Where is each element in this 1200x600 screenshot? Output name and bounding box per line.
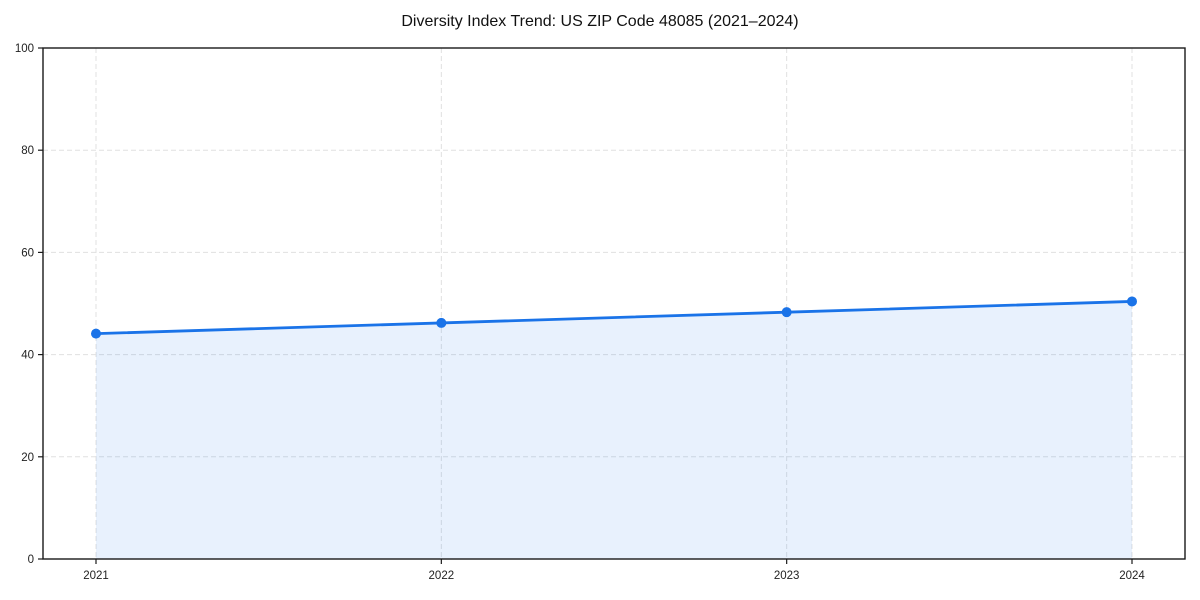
y-tick-label: 60 (21, 247, 34, 259)
y-tick-label: 40 (21, 350, 34, 362)
x-tick-label: 2022 (429, 570, 455, 582)
y-tick-label: 100 (15, 43, 34, 55)
data-point-marker (91, 329, 101, 339)
x-tick-label: 2021 (83, 570, 109, 582)
x-tick-label: 2023 (774, 570, 800, 582)
diversity-index-chart: Diversity Index Trend: US ZIP Code 48085… (0, 0, 1200, 600)
data-point-marker (1127, 296, 1137, 306)
area-fill (96, 301, 1132, 559)
plot-area: 0 20 40 60 80 100 2021 2022 2023 2024 (0, 0, 1200, 600)
data-point-marker (436, 318, 446, 328)
y-tick-label: 20 (21, 452, 34, 464)
y-tick-label: 0 (28, 554, 34, 566)
data-point-marker (782, 307, 792, 317)
x-tick-label: 2024 (1119, 570, 1145, 582)
y-tick-label: 80 (21, 145, 34, 157)
